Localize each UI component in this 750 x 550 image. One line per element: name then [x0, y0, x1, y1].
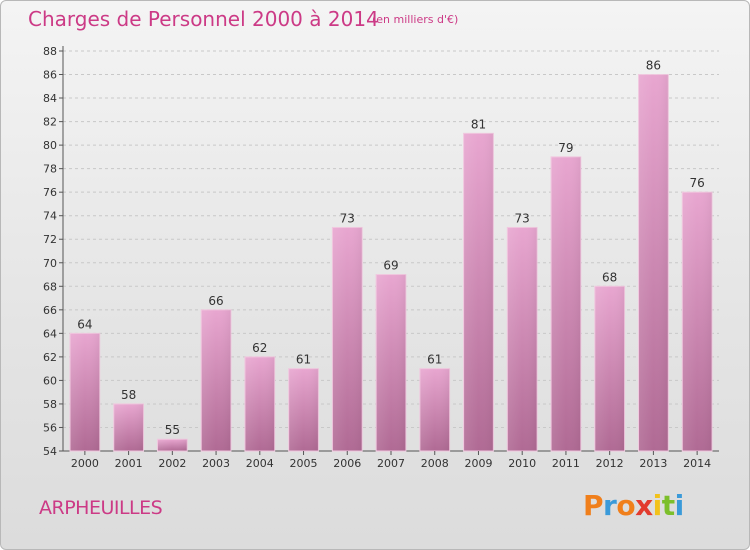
- y-tick-label: 76: [43, 186, 57, 199]
- logo-letter: i: [674, 489, 685, 522]
- bar-shine: [463, 133, 494, 451]
- data-label: 76: [689, 176, 704, 190]
- y-tick-label: 74: [43, 210, 57, 223]
- chart-title: Charges de Personnel 2000 à 2014: [28, 7, 379, 31]
- y-tick-label: 72: [43, 233, 57, 246]
- bar-shine: [682, 192, 713, 452]
- x-tick-label: 2008: [421, 457, 449, 470]
- data-label: 79: [558, 141, 573, 155]
- x-tick-label: 2007: [377, 457, 405, 470]
- commune-name: ARPHEUILLES: [39, 497, 163, 519]
- x-tick-label: 2004: [246, 457, 274, 470]
- y-tick-label: 80: [43, 139, 57, 152]
- x-tick-label: 2006: [333, 457, 361, 470]
- data-label: 68: [602, 270, 617, 284]
- x-tick-label: 2005: [290, 457, 318, 470]
- bar-shine: [376, 274, 406, 451]
- data-label: 62: [252, 341, 267, 355]
- logo-letter: t: [661, 489, 675, 522]
- logo-letter: o: [616, 489, 636, 522]
- y-tick-label: 58: [43, 398, 57, 411]
- bar-shine: [638, 74, 669, 451]
- y-tick-label: 54: [43, 445, 57, 458]
- x-tick-label: 2000: [71, 457, 99, 470]
- y-tick-label: 86: [43, 69, 57, 82]
- y-tick-label: 56: [43, 421, 57, 434]
- x-tick-label: 2002: [158, 457, 186, 470]
- x-tick-label: 2014: [683, 457, 711, 470]
- data-label: 55: [165, 423, 180, 437]
- y-tick-label: 78: [43, 163, 57, 176]
- data-label: 66: [208, 294, 223, 308]
- data-label: 58: [121, 388, 136, 402]
- logo-letter: x: [635, 489, 653, 522]
- data-label: 81: [471, 117, 486, 131]
- y-tick-label: 64: [43, 327, 57, 340]
- x-tick-label: 2001: [115, 457, 143, 470]
- data-label: 69: [383, 259, 398, 273]
- bar-shine: [157, 439, 188, 451]
- proxiti-logo[interactable]: Proxiti: [583, 489, 684, 522]
- bar-shine: [332, 227, 363, 451]
- y-tick-label: 82: [43, 116, 57, 129]
- y-tick-label: 84: [43, 92, 57, 105]
- data-label: 61: [296, 353, 311, 367]
- logo-letter: r: [603, 489, 617, 522]
- data-label: 73: [340, 211, 355, 225]
- logo-letter: i: [652, 489, 663, 522]
- x-tick-label: 2003: [202, 457, 230, 470]
- x-tick-label: 2011: [552, 457, 580, 470]
- data-label: 64: [77, 317, 92, 331]
- data-label: 86: [646, 59, 661, 73]
- bar-shine: [201, 309, 231, 451]
- chart-unit: (en milliers d'€): [372, 13, 459, 26]
- bar-shine: [594, 286, 625, 451]
- bar-shine: [551, 156, 581, 451]
- data-label: 73: [515, 211, 530, 225]
- y-tick-label: 60: [43, 374, 57, 387]
- y-tick-label: 88: [43, 45, 57, 58]
- y-tick-label: 62: [43, 351, 57, 364]
- bar-shine: [507, 227, 538, 451]
- logo-letter: P: [583, 489, 604, 522]
- y-tick-label: 68: [43, 280, 57, 293]
- bar-shine: [419, 368, 450, 451]
- y-tick-label: 66: [43, 304, 57, 317]
- bar-shine: [69, 333, 100, 451]
- x-tick-label: 2009: [464, 457, 492, 470]
- bar-shine: [244, 356, 275, 451]
- y-tick-label: 70: [43, 257, 57, 270]
- data-label: 61: [427, 353, 442, 367]
- x-tick-label: 2012: [596, 457, 624, 470]
- bar-shine: [113, 403, 144, 451]
- bar-shine: [288, 368, 319, 451]
- x-tick-label: 2013: [639, 457, 667, 470]
- x-tick-label: 2010: [508, 457, 536, 470]
